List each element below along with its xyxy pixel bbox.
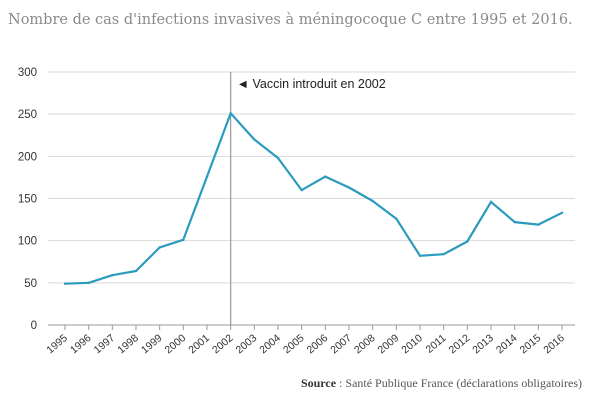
y-tick-label-300: 300 (18, 67, 37, 79)
data-point-2007 (347, 186, 351, 189)
data-point-2008 (371, 199, 374, 203)
x-tick-label-2012: 2012 (447, 332, 473, 356)
series (63, 112, 564, 285)
data-point-2010 (418, 254, 422, 258)
data-point-1999 (158, 246, 161, 249)
data-point-2001 (205, 175, 209, 178)
data-point-2006 (324, 175, 327, 178)
data-point-2004 (276, 156, 280, 160)
x-axis: 1995199619971998199920002001200220032004… (44, 325, 567, 356)
x-tick-label-1995: 1995 (44, 332, 70, 356)
x-tick-label-1996: 1996 (68, 332, 94, 356)
x-tick-label-2007: 2007 (328, 332, 354, 356)
y-tick-label-0: 0 (31, 320, 37, 332)
x-tick-label-2005: 2005 (281, 332, 307, 356)
source-text: Santé Publique France (déclarations obli… (345, 376, 582, 390)
y-axis: 0 50 100 150 200 250 300 (18, 67, 37, 332)
source-label: Source (300, 376, 337, 390)
data-point-2009 (395, 217, 398, 220)
chart-title: Nombre de cas d'infections invasives à m… (8, 12, 573, 28)
x-tick-label-2009: 2009 (376, 332, 402, 356)
y-tick-label-100: 100 (18, 236, 37, 248)
y-tick-label-50: 50 (24, 278, 37, 290)
data-point-2005 (300, 188, 303, 192)
x-tick-label-2010: 2010 (399, 332, 425, 356)
x-tick-label-2014: 2014 (494, 332, 520, 356)
source-separator: : (336, 376, 346, 390)
y-tick-label-150: 150 (18, 194, 37, 206)
x-tick-label-2003: 2003 (234, 332, 260, 356)
grid-lines (48, 71, 575, 326)
data-point-2002 (229, 112, 232, 115)
data-point-2012 (466, 240, 469, 243)
data-point-2011 (442, 252, 445, 256)
annotation-label: ◄ Vaccin introduit en 2002 (237, 77, 386, 91)
series-line-0 (63, 112, 564, 285)
x-tick-label-2016: 2016 (541, 332, 567, 356)
data-point-2003 (253, 138, 256, 141)
x-tick-label-2011: 2011 (424, 332, 449, 356)
x-tick-label-1998: 1998 (115, 332, 141, 356)
x-tick-label-2001: 2001 (186, 332, 212, 356)
data-point-1998 (134, 269, 138, 273)
x-tick-label-2015: 2015 (518, 332, 544, 356)
data-point-2015 (537, 223, 540, 226)
x-tick-label-1999: 1999 (139, 332, 165, 356)
y-tick-label-250: 250 (18, 109, 37, 121)
data-point-1996 (87, 281, 90, 285)
source-note: Source : Santé Publique France (déclarat… (301, 376, 582, 391)
x-tick-label-2004: 2004 (257, 332, 283, 356)
x-tick-label-1997: 1997 (92, 332, 118, 356)
y-tick-label-200: 200 (18, 151, 37, 163)
data-point-1995 (63, 282, 67, 285)
data-point-2016 (560, 211, 564, 215)
x-tick-label-2006: 2006 (305, 332, 331, 356)
x-tick-label-2000: 2000 (163, 332, 189, 356)
data-point-2013 (489, 200, 493, 204)
x-tick-label-2013: 2013 (470, 332, 496, 356)
data-point-2014 (513, 220, 516, 224)
data-point-1997 (111, 274, 114, 277)
data-point-2000 (182, 238, 185, 242)
x-tick-label-2008: 2008 (352, 332, 378, 356)
x-tick-label-2002: 2002 (210, 332, 236, 356)
